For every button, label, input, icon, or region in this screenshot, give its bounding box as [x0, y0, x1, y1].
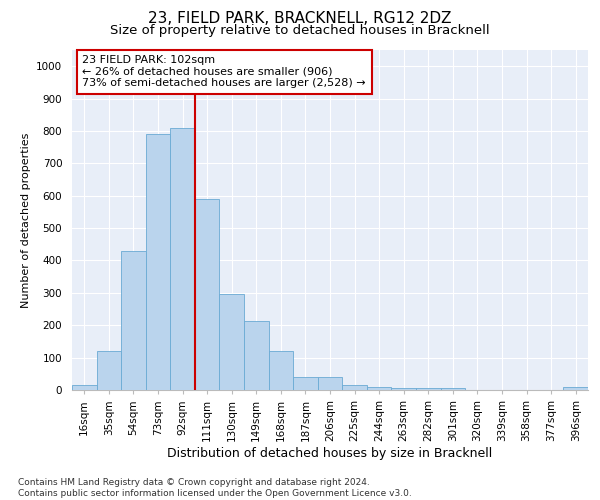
- Bar: [121, 251, 146, 390]
- Bar: [72, 385, 97, 390]
- Bar: [269, 351, 293, 390]
- Bar: [97, 351, 121, 390]
- Bar: [293, 377, 318, 390]
- X-axis label: Distribution of detached houses by size in Bracknell: Distribution of detached houses by size …: [167, 446, 493, 460]
- Bar: [220, 294, 244, 390]
- Bar: [563, 387, 588, 390]
- Bar: [195, 199, 220, 390]
- Text: Size of property relative to detached houses in Bracknell: Size of property relative to detached ho…: [110, 24, 490, 37]
- Bar: [318, 377, 342, 390]
- Bar: [391, 388, 416, 390]
- Bar: [342, 385, 367, 390]
- Text: 23 FIELD PARK: 102sqm
← 26% of detached houses are smaller (906)
73% of semi-det: 23 FIELD PARK: 102sqm ← 26% of detached …: [82, 55, 366, 88]
- Bar: [416, 388, 440, 390]
- Bar: [367, 387, 391, 390]
- Y-axis label: Number of detached properties: Number of detached properties: [20, 132, 31, 308]
- Bar: [244, 322, 269, 390]
- Text: Contains HM Land Registry data © Crown copyright and database right 2024.
Contai: Contains HM Land Registry data © Crown c…: [18, 478, 412, 498]
- Bar: [440, 388, 465, 390]
- Bar: [146, 134, 170, 390]
- Text: 23, FIELD PARK, BRACKNELL, RG12 2DZ: 23, FIELD PARK, BRACKNELL, RG12 2DZ: [148, 11, 452, 26]
- Bar: [170, 128, 195, 390]
